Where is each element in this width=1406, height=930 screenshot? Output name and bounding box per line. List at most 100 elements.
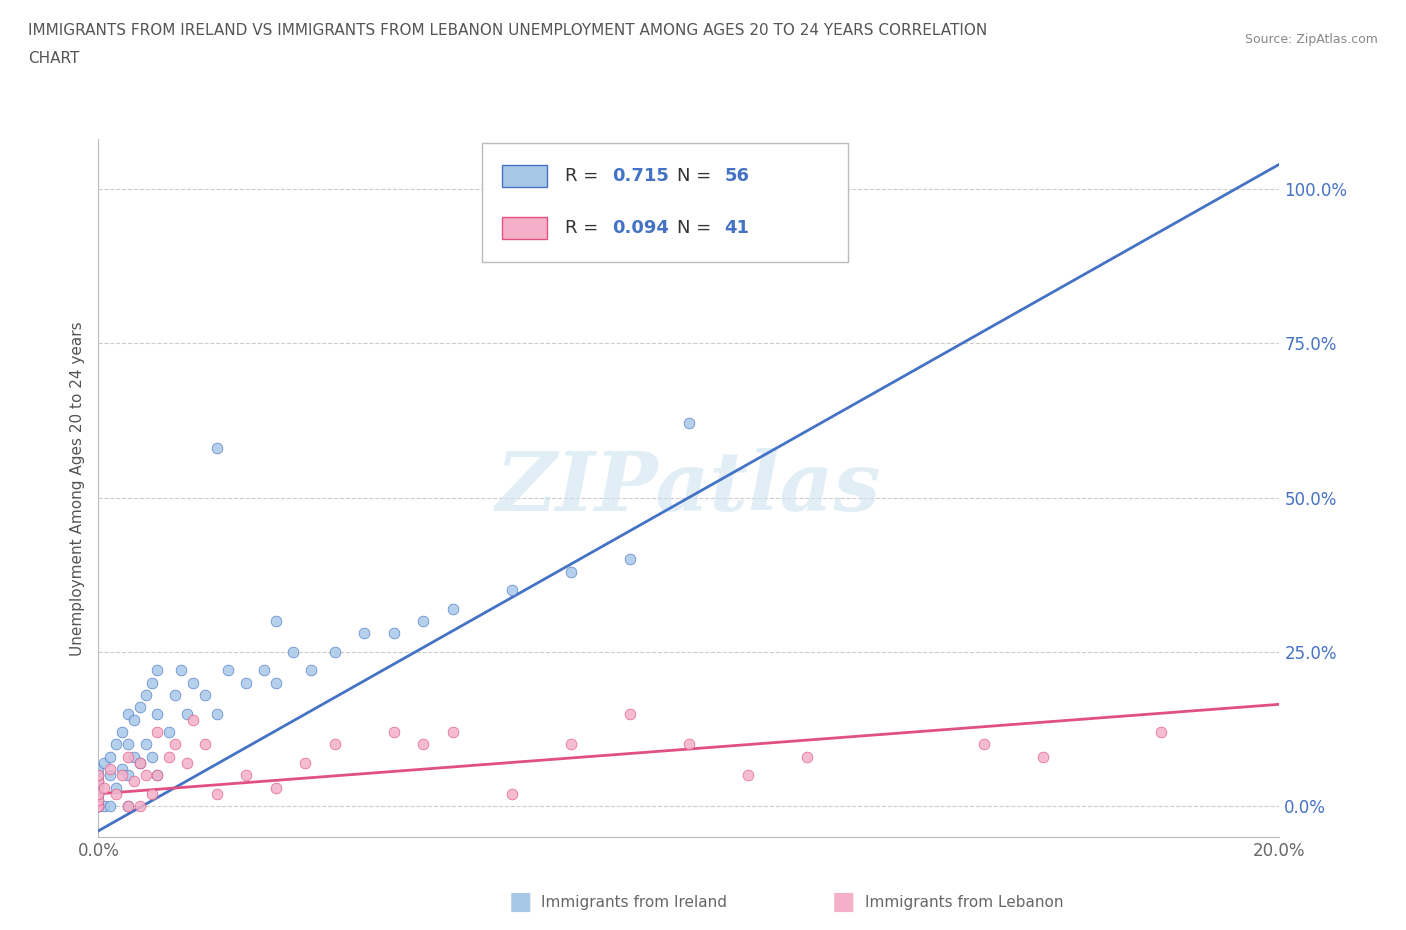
Point bbox=[501, 787, 523, 802]
Point bbox=[205, 706, 228, 721]
Point bbox=[93, 780, 115, 795]
Point bbox=[141, 675, 163, 690]
Point bbox=[283, 644, 305, 659]
Point bbox=[117, 750, 139, 764]
Point bbox=[135, 687, 157, 702]
Point bbox=[87, 787, 110, 802]
FancyBboxPatch shape bbox=[502, 165, 547, 187]
Point bbox=[141, 787, 163, 802]
Text: Source: ZipAtlas.com: Source: ZipAtlas.com bbox=[1244, 33, 1378, 46]
Y-axis label: Unemployment Among Ages 20 to 24 years: Unemployment Among Ages 20 to 24 years bbox=[69, 321, 84, 656]
Text: R =: R = bbox=[565, 166, 605, 185]
Point bbox=[146, 724, 169, 739]
Point bbox=[87, 787, 110, 802]
Point bbox=[323, 644, 346, 659]
Text: Immigrants from Lebanon: Immigrants from Lebanon bbox=[865, 895, 1063, 910]
Point bbox=[87, 768, 110, 783]
Point bbox=[157, 750, 180, 764]
Point bbox=[194, 737, 217, 751]
Point bbox=[98, 799, 121, 814]
Point bbox=[176, 755, 198, 770]
Point bbox=[128, 799, 150, 814]
FancyBboxPatch shape bbox=[502, 217, 547, 239]
Point bbox=[323, 737, 346, 751]
Point bbox=[294, 755, 316, 770]
Text: 0.094: 0.094 bbox=[612, 219, 669, 237]
Point bbox=[122, 774, 145, 789]
Point bbox=[135, 737, 157, 751]
Text: N =: N = bbox=[678, 219, 717, 237]
Point bbox=[264, 614, 287, 629]
Point bbox=[87, 780, 110, 795]
Point bbox=[87, 799, 110, 814]
Point bbox=[105, 737, 128, 751]
Point bbox=[93, 799, 115, 814]
Point bbox=[264, 780, 287, 795]
Point bbox=[205, 441, 228, 456]
Point bbox=[678, 416, 700, 431]
Point bbox=[87, 774, 110, 789]
Point bbox=[87, 762, 110, 777]
Point bbox=[98, 768, 121, 783]
Point bbox=[146, 768, 169, 783]
Point bbox=[87, 799, 110, 814]
Point bbox=[1150, 724, 1173, 739]
Point bbox=[117, 799, 139, 814]
Point bbox=[353, 626, 375, 641]
Point bbox=[98, 750, 121, 764]
Point bbox=[412, 614, 434, 629]
Point bbox=[501, 583, 523, 598]
Point bbox=[87, 799, 110, 814]
Point bbox=[194, 687, 217, 702]
Point bbox=[128, 755, 150, 770]
Text: 0.715: 0.715 bbox=[612, 166, 669, 185]
Point bbox=[205, 787, 228, 802]
Point bbox=[105, 780, 128, 795]
Point bbox=[157, 724, 180, 739]
Point bbox=[412, 737, 434, 751]
Text: ■: ■ bbox=[832, 890, 855, 914]
Point bbox=[117, 768, 139, 783]
Point bbox=[619, 706, 641, 721]
Point bbox=[737, 768, 759, 783]
Text: Immigrants from Ireland: Immigrants from Ireland bbox=[541, 895, 727, 910]
Point bbox=[98, 762, 121, 777]
Point bbox=[973, 737, 995, 751]
Point bbox=[146, 706, 169, 721]
Point bbox=[135, 768, 157, 783]
Point bbox=[619, 551, 641, 566]
Point bbox=[253, 663, 276, 678]
Point bbox=[87, 768, 110, 783]
Point bbox=[165, 737, 187, 751]
FancyBboxPatch shape bbox=[482, 143, 848, 261]
Point bbox=[122, 712, 145, 727]
Point bbox=[170, 663, 193, 678]
Text: IMMIGRANTS FROM IRELAND VS IMMIGRANTS FROM LEBANON UNEMPLOYMENT AMONG AGES 20 TO: IMMIGRANTS FROM IRELAND VS IMMIGRANTS FR… bbox=[28, 23, 987, 38]
Point bbox=[176, 706, 198, 721]
Point bbox=[235, 768, 257, 783]
Point bbox=[165, 687, 187, 702]
Point bbox=[382, 626, 405, 641]
Point bbox=[146, 663, 169, 678]
Point bbox=[111, 762, 134, 777]
Point bbox=[441, 601, 464, 616]
Text: ■: ■ bbox=[509, 890, 531, 914]
Point bbox=[560, 565, 582, 579]
Point bbox=[441, 724, 464, 739]
Point bbox=[122, 750, 145, 764]
Point bbox=[87, 792, 110, 807]
Point bbox=[117, 706, 139, 721]
Point bbox=[87, 799, 110, 814]
Point bbox=[217, 663, 239, 678]
Text: ZIPatlas: ZIPatlas bbox=[496, 448, 882, 528]
Point bbox=[128, 700, 150, 715]
Point bbox=[264, 675, 287, 690]
Point bbox=[87, 774, 110, 789]
Point bbox=[87, 792, 110, 807]
Point bbox=[146, 768, 169, 783]
Text: R =: R = bbox=[565, 219, 605, 237]
Text: 41: 41 bbox=[724, 219, 749, 237]
Point bbox=[560, 737, 582, 751]
Point bbox=[117, 737, 139, 751]
Point bbox=[1032, 750, 1054, 764]
